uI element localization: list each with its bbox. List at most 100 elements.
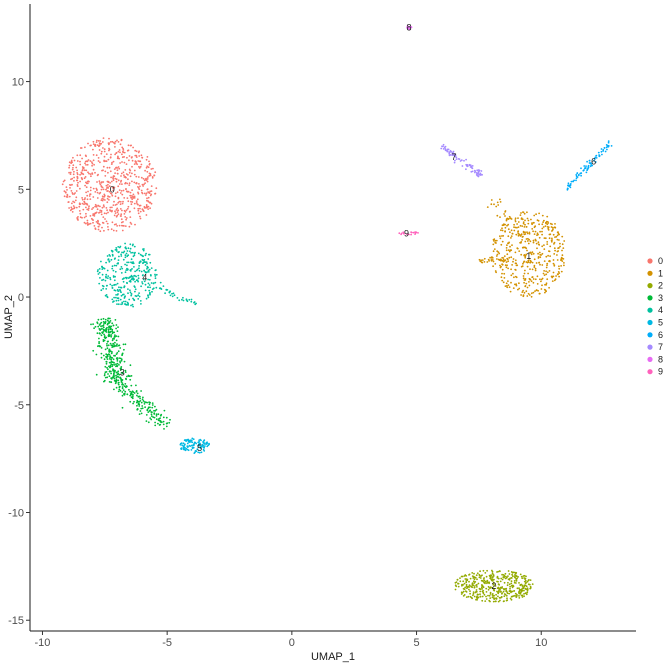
point-cluster-4 [109, 283, 112, 286]
point-cluster-3 [119, 376, 121, 379]
point-cluster-3 [125, 386, 127, 389]
point-cluster-2 [487, 585, 490, 588]
point-cluster-1 [496, 250, 499, 253]
point-cluster-0 [104, 218, 106, 220]
point-cluster-0 [70, 206, 73, 209]
x-tick-label: 10 [535, 637, 547, 649]
point-cluster-0 [135, 156, 138, 159]
point-cluster-3 [117, 350, 120, 353]
point-cluster-0 [112, 229, 115, 232]
point-cluster-4 [115, 250, 118, 252]
point-cluster-3 [115, 376, 118, 379]
point-cluster-0 [79, 163, 82, 166]
point-cluster-0 [86, 203, 88, 206]
point-cluster-3 [103, 380, 105, 383]
point-cluster-0 [145, 166, 148, 169]
point-cluster-0 [117, 197, 120, 200]
point-cluster-6 [575, 179, 577, 182]
point-cluster-0 [96, 191, 99, 194]
point-cluster-0 [105, 160, 108, 163]
point-cluster-0 [147, 205, 150, 208]
point-cluster-0 [134, 223, 136, 226]
point-cluster-0 [107, 186, 109, 189]
point-cluster-0 [131, 156, 133, 158]
point-cluster-4 [129, 247, 132, 250]
point-cluster-0 [95, 211, 98, 214]
point-cluster-0 [76, 185, 79, 188]
point-cluster-4 [131, 251, 134, 254]
point-cluster-4 [127, 288, 129, 290]
point-cluster-6 [606, 148, 608, 151]
point-cluster-2 [482, 578, 485, 580]
point-cluster-4 [160, 287, 163, 290]
point-cluster-1 [534, 230, 537, 233]
point-cluster-0 [122, 200, 124, 203]
point-cluster-0 [145, 192, 148, 195]
point-cluster-2 [491, 586, 494, 589]
point-cluster-4 [127, 254, 130, 257]
point-cluster-4 [127, 268, 129, 271]
point-cluster-2 [490, 574, 493, 577]
point-cluster-3 [141, 407, 144, 410]
point-cluster-0 [129, 169, 132, 172]
point-cluster-1 [543, 248, 546, 251]
point-cluster-5 [199, 446, 202, 449]
point-cluster-3 [95, 353, 98, 356]
point-cluster-2 [473, 572, 475, 575]
point-cluster-0 [96, 144, 99, 147]
point-cluster-2 [479, 577, 482, 579]
point-cluster-3 [129, 400, 132, 403]
point-cluster-0 [127, 149, 130, 152]
point-cluster-0 [117, 150, 120, 153]
point-cluster-5 [198, 440, 201, 443]
point-cluster-4 [182, 296, 184, 299]
point-cluster-0 [71, 211, 74, 213]
point-cluster-4 [111, 298, 114, 301]
point-cluster-2 [521, 594, 524, 597]
point-cluster-0 [114, 153, 116, 156]
point-cluster-2 [515, 575, 518, 577]
point-cluster-3 [102, 328, 105, 331]
point-cluster-3 [121, 391, 124, 393]
point-cluster-1 [520, 241, 523, 243]
point-cluster-1 [548, 270, 551, 272]
point-cluster-2 [467, 585, 469, 588]
cluster-label-1: 1 [526, 251, 531, 261]
point-cluster-4 [144, 254, 147, 257]
point-cluster-4 [118, 255, 120, 258]
point-cluster-2 [476, 586, 478, 588]
point-cluster-3 [108, 381, 111, 383]
point-cluster-2 [495, 597, 498, 600]
point-cluster-0 [117, 213, 120, 216]
point-cluster-4 [113, 296, 115, 299]
point-cluster-1 [534, 290, 536, 292]
point-cluster-6 [595, 154, 598, 157]
point-cluster-4 [168, 291, 171, 294]
point-cluster-0 [99, 209, 102, 212]
point-cluster-1 [541, 245, 544, 248]
point-cluster-1 [522, 277, 525, 280]
point-cluster-1 [541, 223, 544, 226]
point-cluster-1 [561, 254, 564, 257]
point-cluster-1 [492, 243, 495, 246]
point-cluster-2 [467, 595, 470, 598]
point-cluster-5 [181, 444, 184, 447]
point-cluster-3 [119, 361, 122, 364]
point-cluster-1 [507, 260, 510, 263]
point-cluster-0 [137, 209, 140, 212]
legend-key-1 [647, 270, 653, 276]
point-cluster-0 [100, 213, 103, 216]
point-cluster-0 [101, 186, 104, 189]
point-cluster-2 [489, 593, 492, 595]
point-cluster-4 [127, 292, 129, 295]
point-cluster-0 [105, 184, 108, 187]
point-cluster-2 [494, 600, 497, 603]
point-cluster-0 [149, 190, 152, 193]
point-cluster-0 [140, 176, 143, 179]
point-cluster-0 [76, 217, 78, 219]
point-cluster-3 [120, 379, 123, 382]
point-cluster-4 [117, 293, 119, 295]
point-cluster-0 [98, 149, 101, 151]
point-cluster-1 [515, 264, 518, 267]
point-cluster-0 [90, 175, 92, 178]
